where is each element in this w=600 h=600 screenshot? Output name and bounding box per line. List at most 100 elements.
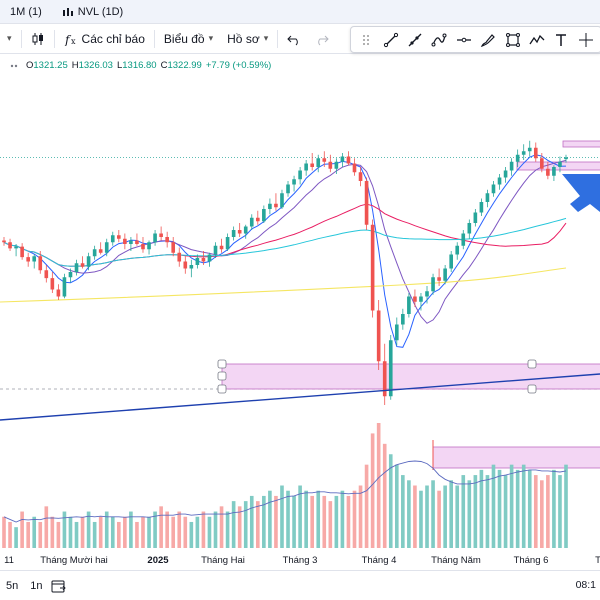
trend-line-icon[interactable]: [383, 32, 399, 48]
tab-nvl[interactable]: NVL (1D): [52, 0, 133, 24]
divider: [53, 29, 55, 48]
volume-bar: [443, 485, 447, 548]
volume-bar: [213, 511, 218, 548]
volume-bar: [431, 480, 435, 548]
undo-icon: [287, 35, 299, 45]
candle-body: [177, 252, 182, 262]
candle-body: [370, 224, 375, 311]
candle-body: [68, 272, 73, 278]
volume-bar: [50, 516, 55, 548]
candle-body: [8, 242, 12, 249]
volume-bar: [26, 521, 30, 548]
volume-bar: [473, 475, 478, 548]
profile-button[interactable]: Hồ sơ ▾: [220, 24, 275, 54]
zone-handle: [217, 371, 227, 381]
volume-bar: [364, 464, 369, 548]
range-5y[interactable]: 5n: [6, 579, 19, 592]
candle-body: [540, 158, 544, 169]
volume-bar: [219, 506, 224, 548]
candle-body: [292, 179, 296, 185]
volume-layer: [2, 423, 568, 548]
calendar-range-icon[interactable]: [51, 579, 67, 593]
volume-bar: [521, 464, 526, 548]
candle-body: [455, 245, 460, 255]
price-chart[interactable]: 11 Tháng Mười hai 2025 Tháng Hai Tháng 3 Thán…: [0, 54, 600, 570]
candle-body: [123, 238, 127, 244]
volume-bar: [74, 521, 79, 548]
collapse-dots-icon[interactable]: [8, 61, 22, 71]
candlestick-icon: [32, 32, 43, 45]
volume-bar: [376, 423, 381, 548]
zone-handle: [527, 384, 537, 394]
volume-bar: [491, 464, 496, 548]
volume-bar: [401, 475, 405, 548]
candle-body: [262, 209, 266, 222]
volume-bar: [340, 490, 345, 548]
candle-body: [195, 258, 200, 265]
candle-body: [74, 263, 79, 272]
volume-bar: [195, 516, 200, 548]
ma-long-line: [0, 267, 567, 303]
candle-body: [304, 163, 308, 171]
open-label: O: [26, 60, 34, 71]
candle-body: [298, 170, 302, 180]
redo-button[interactable]: [308, 24, 336, 54]
candle-body: [527, 147, 532, 152]
candle-body: [189, 265, 194, 269]
candle-body: [546, 168, 550, 176]
candle-body: [322, 158, 327, 162]
candle-body: [479, 202, 484, 213]
rectangle-icon[interactable]: [505, 32, 521, 48]
candle-body: [461, 233, 466, 246]
candle-body: [491, 184, 496, 194]
resistance-zone-top: [562, 140, 600, 148]
tab-1m[interactable]: 1M (1): [0, 0, 52, 24]
chevron-down-icon: ▾: [208, 33, 214, 43]
x-tick-label: Tháng 6: [514, 555, 549, 566]
crosshair-icon[interactable]: [578, 32, 594, 48]
candle-body: [44, 270, 49, 279]
chevron-down-icon: ▾: [263, 33, 269, 43]
candle-body: [503, 170, 508, 178]
candle-body: [509, 161, 514, 171]
volume-bar: [382, 443, 387, 548]
candle-body: [92, 249, 97, 257]
interval-caret-button[interactable]: ▾: [0, 24, 19, 54]
volume-bar: [334, 495, 339, 548]
volume-bar: [328, 501, 333, 548]
volume-bar: [310, 495, 315, 548]
candle-body: [328, 161, 333, 169]
candle-body: [401, 314, 405, 325]
candle-style-button[interactable]: [24, 24, 52, 54]
volume-bar: [461, 475, 466, 548]
candle-body: [467, 223, 472, 234]
volume-ma-line: [3, 460, 567, 523]
tab-1m-label: 1M (1): [10, 5, 42, 18]
candle-body: [346, 156, 351, 164]
drawings-layer: [0, 174, 600, 421]
volume-bar: [455, 485, 460, 548]
volume-bar: [304, 490, 308, 548]
drag-handle-icon[interactable]: [358, 32, 374, 48]
svg-text:x: x: [71, 37, 76, 46]
chevron-down-icon: ▾: [7, 33, 12, 43]
horizontal-line-icon[interactable]: [456, 32, 472, 48]
volume-bar: [346, 495, 351, 548]
undo-button[interactable]: [280, 24, 308, 54]
volume-bar: [62, 511, 67, 548]
brush-icon[interactable]: [480, 32, 496, 48]
volume-bar: [449, 480, 453, 548]
text-tool-icon[interactable]: [553, 32, 569, 48]
candle-body: [86, 256, 91, 267]
path-icon[interactable]: [431, 32, 447, 48]
volume-bar: [32, 516, 37, 548]
ray-icon[interactable]: [407, 32, 423, 48]
candle-body: [213, 245, 218, 255]
polyline-icon[interactable]: [529, 32, 545, 48]
candle-body: [334, 161, 339, 169]
open-value: 1321.25: [33, 60, 68, 71]
range-1y[interactable]: 1n: [30, 579, 43, 592]
chart-type-button[interactable]: Biểu đồ ▾: [157, 24, 220, 54]
